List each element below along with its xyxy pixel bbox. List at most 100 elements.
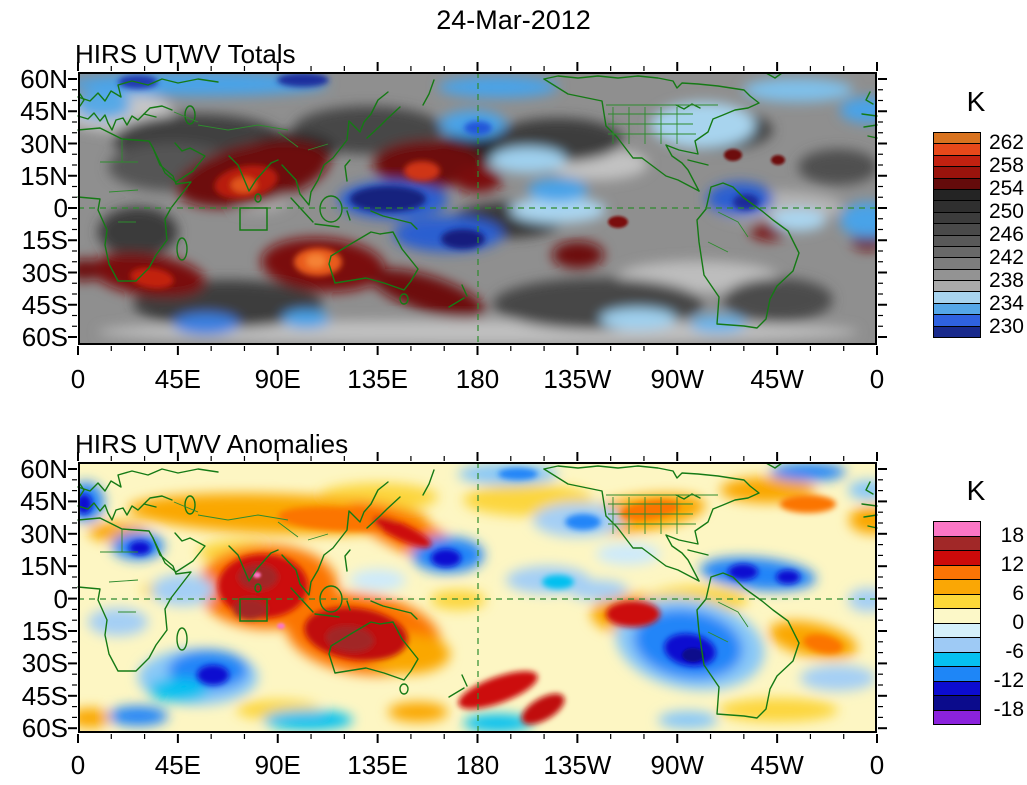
lon-tick-label: 135E <box>347 364 408 394</box>
lon-tick-label: 90W <box>650 750 704 780</box>
totals-reference-lines <box>78 72 877 345</box>
colorbar-segment <box>934 246 980 259</box>
colorbar-tick-label: 238 <box>988 268 1024 292</box>
colorbar-segment <box>934 681 980 696</box>
lat-tick-label: 45S <box>21 289 68 320</box>
colorbar-segment <box>934 303 980 316</box>
colorbar-segment <box>934 536 980 551</box>
colorbar-segment <box>934 189 980 202</box>
colorbar-tick-label: 0 <box>1012 611 1024 634</box>
colorbar-segment <box>934 326 980 338</box>
totals-axis-ticks <box>68 62 887 355</box>
colorbar-segment <box>934 212 980 225</box>
colorbar-segment <box>934 269 980 282</box>
lat-tick-label: 30S <box>21 257 68 288</box>
colorbar-segment <box>934 155 980 168</box>
lon-tick-label: 135W <box>543 364 612 394</box>
colorbar-tick-label: -6 <box>1005 640 1024 664</box>
colorbar-tick-label: -12 <box>993 669 1024 693</box>
totals-plot-title: HIRS UTWV Totals <box>75 39 296 69</box>
colorbar-tick-label: 12 <box>1000 552 1024 576</box>
colorbar-segment <box>934 565 980 580</box>
colorbar-segment <box>934 178 980 190</box>
colorbar-tick-label: 262 <box>988 131 1024 155</box>
colorbar-segment <box>934 522 980 537</box>
anomalies-axis-ticks <box>68 452 887 743</box>
colorbar-segment <box>934 623 980 638</box>
colorbar-tick-label: 234 <box>988 291 1024 315</box>
lon-tick-label: 0 <box>70 750 86 780</box>
totals-map <box>68 62 887 355</box>
lon-tick-label: 0 <box>869 364 885 394</box>
anomalies-reference-lines <box>78 462 877 733</box>
lat-tick-label: 60S <box>21 322 68 352</box>
colorbar-segment <box>934 696 980 711</box>
lat-tick-label: 0 <box>53 583 68 614</box>
anomalies-colorbar-unit: K <box>966 475 986 506</box>
lat-tick-label: 15S <box>21 616 68 646</box>
colorbar-segment <box>934 710 980 724</box>
totals-contour-fill-art <box>78 72 877 344</box>
colorbar-segment <box>934 281 980 293</box>
colorbar-segment <box>934 667 980 682</box>
lon-tick-label: 45E <box>154 750 201 780</box>
anomalies-colorbar <box>933 521 981 725</box>
colorbar-segment <box>934 638 980 653</box>
lat-tick-label: 45N <box>20 486 68 517</box>
anomalies-plot-title: HIRS UTWV Anomalies <box>75 429 349 459</box>
lon-tick-label: 90W <box>650 364 704 394</box>
lon-tick-label: 135W <box>543 750 612 780</box>
colorbar-segment <box>934 144 980 156</box>
colorbar-tick-label: 246 <box>988 223 1024 246</box>
colorbar-tick-label: 18 <box>1000 523 1024 547</box>
lon-tick-label: 0 <box>869 750 885 780</box>
colorbar-segment <box>934 292 980 304</box>
colorbar-tick-label: 230 <box>988 314 1024 338</box>
colorbar-segment <box>934 609 980 624</box>
lon-tick-label: 0 <box>70 364 86 394</box>
colorbar-segment <box>934 201 980 213</box>
anomalies-map-frame <box>78 462 877 733</box>
lat-tick-label: 45S <box>21 680 68 711</box>
lat-tick-label: 60N <box>20 454 68 484</box>
totals-colorbar-unit: K <box>966 86 986 117</box>
totals-region-box <box>239 207 268 231</box>
lat-tick-label: 60N <box>20 64 68 94</box>
totals-map-frame <box>78 72 877 345</box>
colorbar-tick-label: -18 <box>993 698 1024 722</box>
lat-tick-label: 15N <box>20 160 68 191</box>
lat-tick-label: 0 <box>53 193 68 223</box>
colorbar-segment <box>934 594 980 609</box>
colorbar-segment <box>934 551 980 566</box>
colorbar-segment <box>934 167 980 179</box>
lon-tick-label: 180 <box>455 364 500 394</box>
lon-tick-label: 45W <box>750 750 804 780</box>
colorbar-segment <box>934 315 980 327</box>
anomalies-region-box <box>239 598 268 622</box>
lon-tick-label: 90E <box>254 364 301 394</box>
colorbar-segment <box>934 258 980 270</box>
lat-tick-label: 45N <box>20 96 68 127</box>
figure-date-title: 24-Mar-2012 <box>436 5 591 35</box>
colorbar-segment <box>934 580 980 595</box>
totals-colorbar <box>933 132 981 338</box>
colorbar-tick-label: 258 <box>988 154 1024 178</box>
lat-tick-label: 30N <box>20 128 68 159</box>
lon-tick-label: 180 <box>455 750 500 780</box>
lat-tick-label: 60S <box>21 713 68 744</box>
colorbar-tick-label: 242 <box>988 245 1024 269</box>
lon-tick-label: 45E <box>154 364 201 394</box>
colorbar-segment <box>934 133 980 145</box>
colorbar-tick-label: 6 <box>1012 581 1024 605</box>
colorbar-tick-label: 250 <box>988 200 1024 224</box>
lat-tick-label: 30S <box>21 648 68 679</box>
lat-tick-label: 15N <box>20 551 68 582</box>
lon-tick-label: 90E <box>254 750 301 780</box>
colorbar-segment <box>934 235 980 247</box>
lon-tick-label: 135E <box>347 750 408 780</box>
colorbar-segment <box>934 224 980 236</box>
colorbar-tick-label: 254 <box>988 177 1024 201</box>
lon-tick-label: 45W <box>750 364 804 394</box>
lat-tick-label: 30N <box>20 518 68 549</box>
